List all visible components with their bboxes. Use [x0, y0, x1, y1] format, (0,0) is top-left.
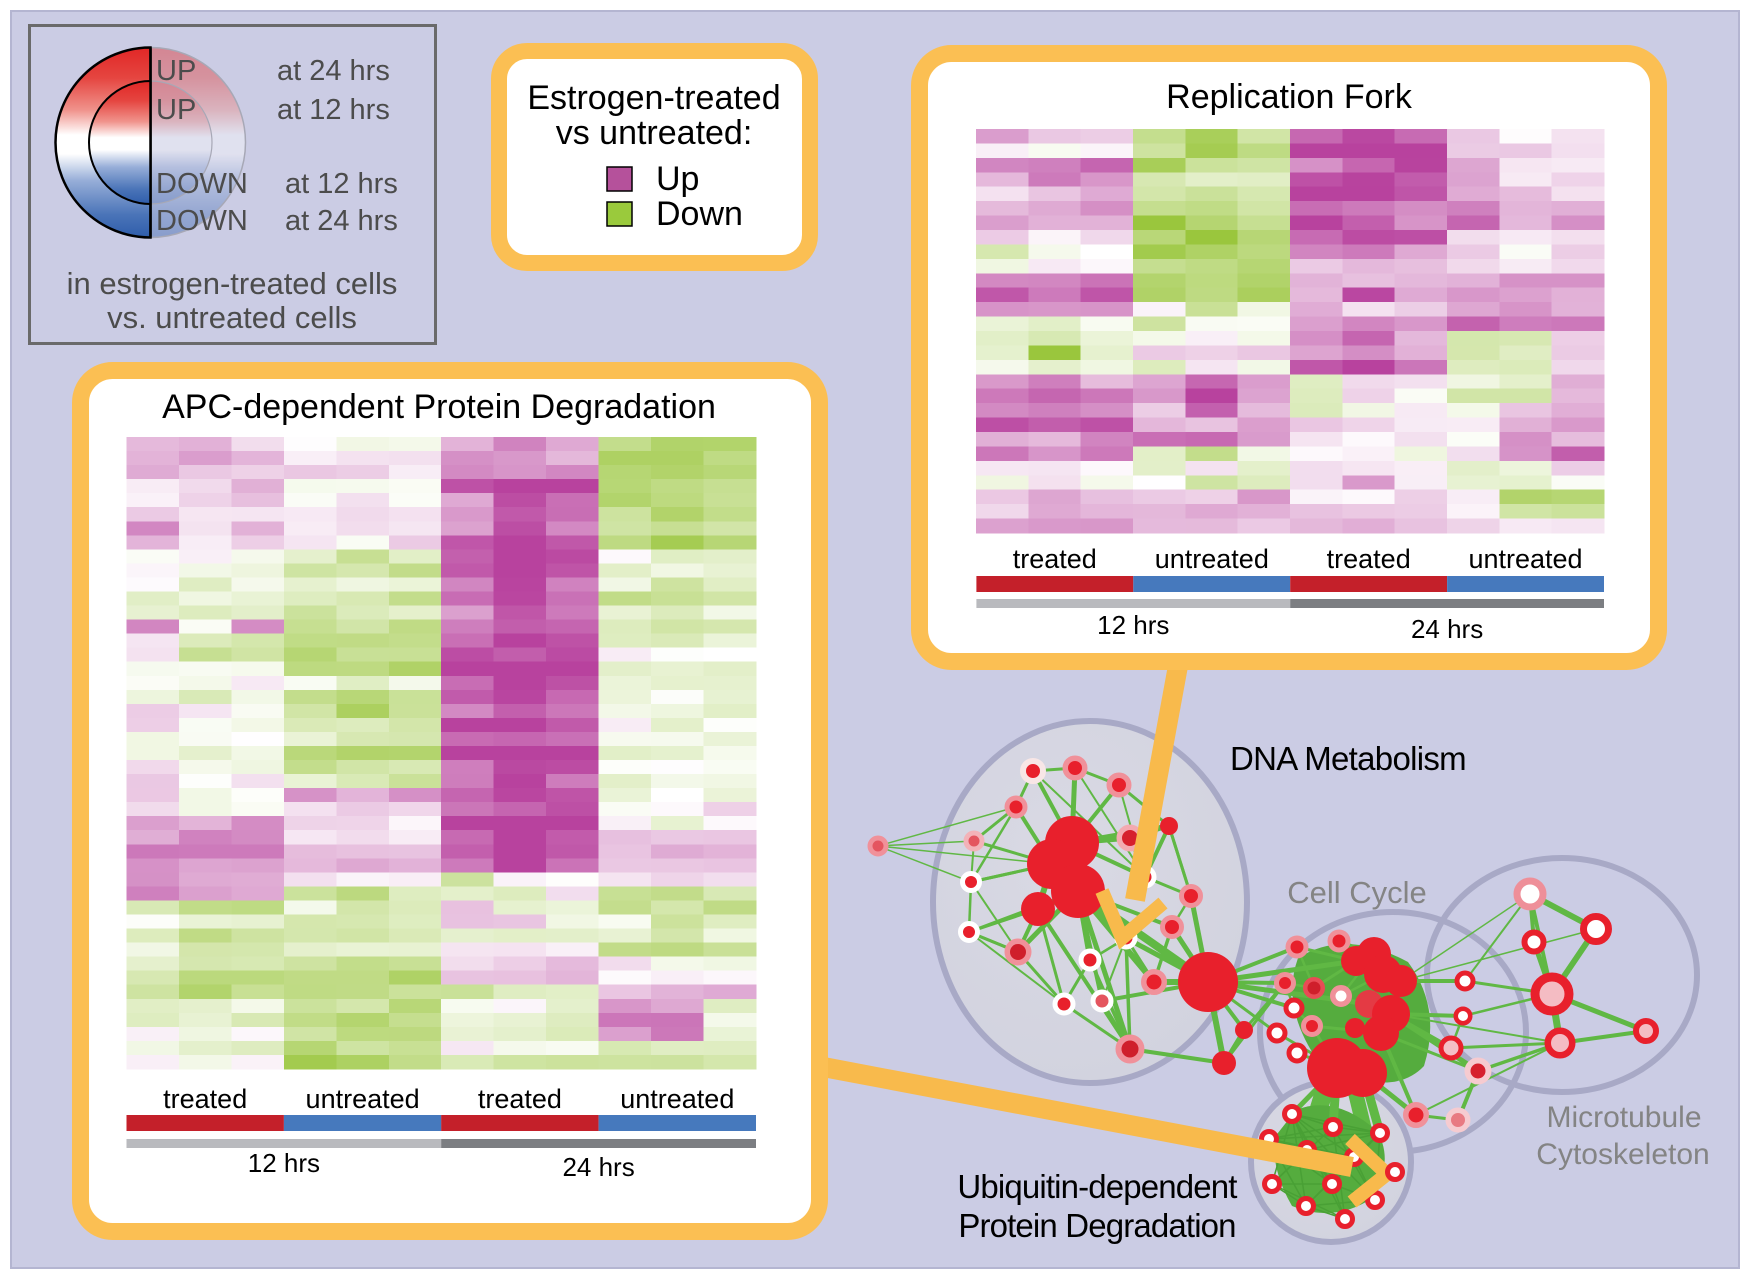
- svg-text:DNA Metabolism: DNA Metabolism: [1230, 740, 1466, 777]
- svg-text:Replication Fork: Replication Fork: [1166, 78, 1413, 116]
- svg-text:Ubiquitin-dependent: Ubiquitin-dependent: [957, 1168, 1237, 1205]
- svg-text:at 12 hrs: at 12 hrs: [285, 168, 398, 200]
- svg-text:Up: Up: [656, 160, 699, 198]
- svg-text:treated: treated: [1013, 544, 1097, 574]
- svg-text:vs untreated:: vs untreated:: [556, 114, 753, 152]
- svg-text:untreated: untreated: [1155, 544, 1269, 574]
- svg-text:24 hrs: 24 hrs: [562, 1152, 634, 1182]
- svg-text:at 24 hrs: at 24 hrs: [277, 55, 390, 87]
- svg-text:in estrogen-treated cells: in estrogen-treated cells: [67, 266, 398, 301]
- svg-text:Down: Down: [656, 195, 743, 233]
- svg-text:untreated: untreated: [1468, 544, 1582, 574]
- svg-text:UP: UP: [156, 94, 196, 126]
- svg-text:Protein Degradation: Protein Degradation: [958, 1207, 1235, 1244]
- svg-text:DOWN: DOWN: [156, 168, 248, 200]
- svg-text:12 hrs: 12 hrs: [248, 1148, 320, 1178]
- svg-text:untreated: untreated: [306, 1084, 420, 1114]
- svg-text:DOWN: DOWN: [156, 205, 248, 237]
- svg-text:24 hrs: 24 hrs: [1411, 614, 1483, 644]
- svg-text:treated: treated: [478, 1084, 562, 1114]
- svg-text:treated: treated: [163, 1084, 247, 1114]
- svg-text:vs. untreated cells: vs. untreated cells: [107, 300, 357, 335]
- svg-text:at 12 hrs: at 12 hrs: [277, 94, 390, 126]
- svg-text:Estrogen-treated: Estrogen-treated: [527, 79, 780, 117]
- svg-text:Cell Cycle: Cell Cycle: [1287, 875, 1427, 910]
- svg-text:APC-dependent Protein Degradat: APC-dependent Protein Degradation: [162, 388, 716, 426]
- svg-text:treated: treated: [1327, 544, 1411, 574]
- svg-text:12 hrs: 12 hrs: [1097, 610, 1169, 640]
- svg-text:UP: UP: [156, 55, 196, 87]
- svg-text:at 24 hrs: at 24 hrs: [285, 205, 398, 237]
- svg-text:Microtubule: Microtubule: [1546, 1101, 1701, 1134]
- svg-text:untreated: untreated: [620, 1084, 734, 1114]
- svg-text:Cytoskeleton: Cytoskeleton: [1536, 1138, 1709, 1171]
